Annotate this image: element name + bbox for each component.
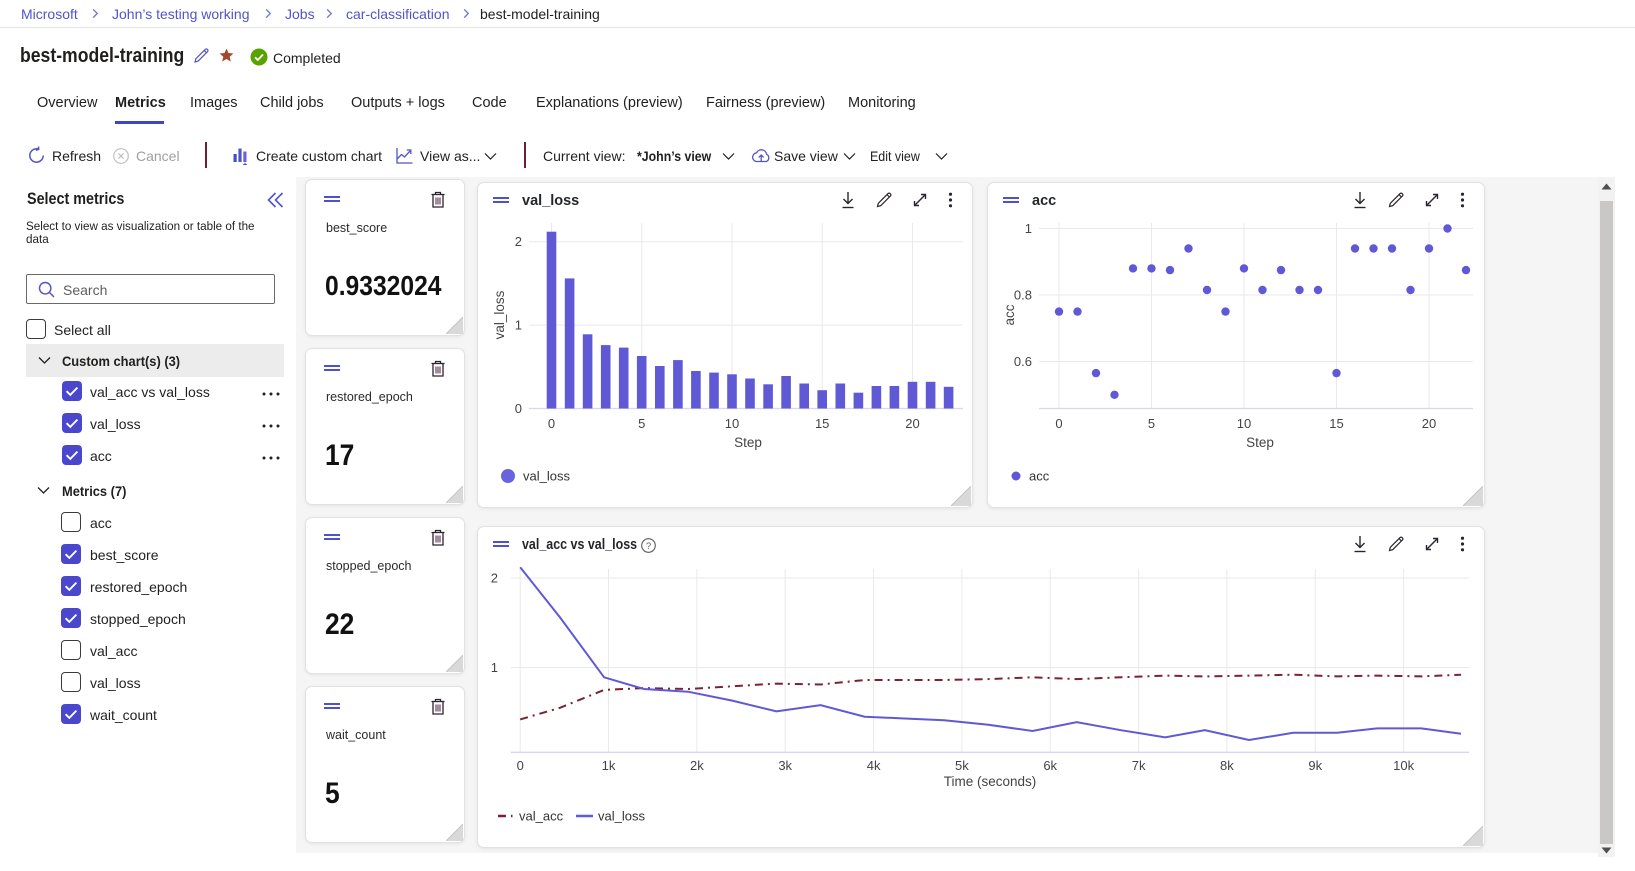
svg-text:acc: acc (1029, 469, 1050, 484)
svg-text:0: 0 (1055, 416, 1062, 431)
svg-text:Step: Step (1246, 435, 1274, 450)
svg-text:9k: 9k (1308, 758, 1322, 773)
svg-text:0: 0 (548, 416, 555, 431)
svg-text:15: 15 (815, 416, 829, 431)
svg-text:2k: 2k (690, 758, 704, 773)
svg-text:val_loss: val_loss (598, 809, 645, 824)
svg-text:20: 20 (905, 416, 919, 431)
svg-text:10: 10 (725, 416, 739, 431)
svg-text:1: 1 (515, 318, 522, 333)
svg-text:1: 1 (491, 660, 498, 675)
svg-text:val_loss: val_loss (523, 469, 570, 484)
svg-text:10k: 10k (1393, 758, 1414, 773)
svg-text:0.6: 0.6 (1014, 354, 1032, 369)
svg-text:2: 2 (515, 234, 522, 249)
svg-text:5: 5 (638, 416, 645, 431)
svg-text:Time (seconds): Time (seconds) (944, 774, 1037, 789)
svg-text:5: 5 (1148, 416, 1155, 431)
svg-text:5k: 5k (955, 758, 969, 773)
svg-text:3k: 3k (778, 758, 792, 773)
svg-text:1: 1 (1025, 221, 1032, 236)
svg-text:acc: acc (1002, 304, 1017, 325)
svg-text:20: 20 (1422, 416, 1436, 431)
svg-text:8k: 8k (1220, 758, 1234, 773)
svg-text:Step: Step (734, 435, 762, 450)
svg-text:0: 0 (515, 401, 522, 416)
svg-text:val_loss: val_loss (492, 290, 507, 339)
svg-text:10: 10 (1237, 416, 1251, 431)
svg-text:0.8: 0.8 (1014, 288, 1032, 303)
svg-text:2: 2 (491, 571, 498, 586)
svg-text:0: 0 (517, 758, 524, 773)
svg-text:val_acc: val_acc (519, 809, 564, 824)
svg-text:15: 15 (1329, 416, 1343, 431)
svg-text:1k: 1k (602, 758, 616, 773)
svg-text:?: ? (646, 541, 651, 552)
svg-text:6k: 6k (1043, 758, 1057, 773)
svg-text:7k: 7k (1132, 758, 1146, 773)
svg-text:4k: 4k (867, 758, 881, 773)
